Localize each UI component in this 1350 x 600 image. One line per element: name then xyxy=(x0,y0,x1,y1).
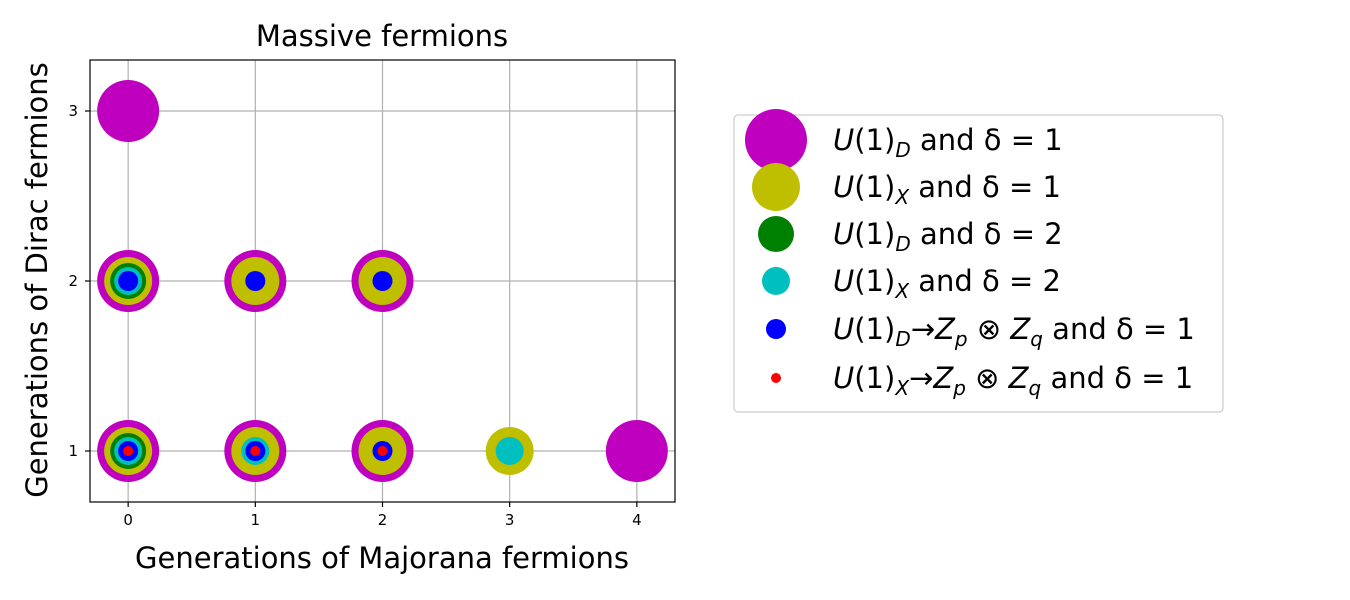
marker-ud1 xyxy=(605,420,668,482)
markers xyxy=(97,80,668,482)
legend-marker-ud1 xyxy=(745,109,807,171)
legend-label-ud1: U(1)D and δ = 1 xyxy=(833,123,1063,162)
y-tick-label: 3 xyxy=(68,102,78,120)
x-axis-label: Generations of Majorana fermions xyxy=(135,541,629,575)
legend: U(1)D and δ = 1 U(1)X and δ = 1 U(1)D and … xyxy=(733,109,1224,413)
legend-label-ux1: U(1)X and δ = 1 xyxy=(833,170,1061,209)
marker-ud1 xyxy=(97,80,160,142)
legend-marker-ux2 xyxy=(762,267,790,295)
y-tick-label: 2 xyxy=(68,272,78,290)
legend-label-ux2: U(1)X and δ = 2 xyxy=(833,264,1061,303)
legend-label-ud2: U(1)D and δ = 2 xyxy=(833,217,1063,256)
marker-udz xyxy=(372,271,393,291)
marker-udz xyxy=(245,271,266,291)
marker-uxz xyxy=(250,446,261,456)
y-tick-label: 1 xyxy=(68,442,78,460)
legend-marker-uxz xyxy=(771,373,781,383)
ticks: 0 1 2 3 4 1 2 3 xyxy=(68,102,641,529)
legend-marker-udz xyxy=(766,319,786,339)
marker-uxz xyxy=(123,446,134,456)
marker-udz xyxy=(118,271,139,291)
x-tick-label: 2 xyxy=(378,511,388,529)
x-tick-label: 4 xyxy=(632,511,642,529)
marker-uxz xyxy=(377,446,388,456)
legend-frame xyxy=(733,114,1224,413)
marker-ux2 xyxy=(495,437,524,465)
x-tick-label: 1 xyxy=(251,511,261,529)
x-tick-label: 3 xyxy=(505,511,515,529)
legend-label-uxz: U(1)X→Zp ⊗ Zq and δ = 1 xyxy=(833,361,1193,400)
chart-title: Massive fermions xyxy=(256,19,508,53)
legend-label-udz: U(1)D→Zp ⊗ Zq and δ = 1 xyxy=(833,312,1195,351)
x-tick-label: 0 xyxy=(123,511,133,529)
legend-marker-ux1 xyxy=(752,163,800,211)
y-axis-label: Generations of Dirac fermions xyxy=(20,62,54,498)
legend-marker-ud2 xyxy=(758,216,794,252)
